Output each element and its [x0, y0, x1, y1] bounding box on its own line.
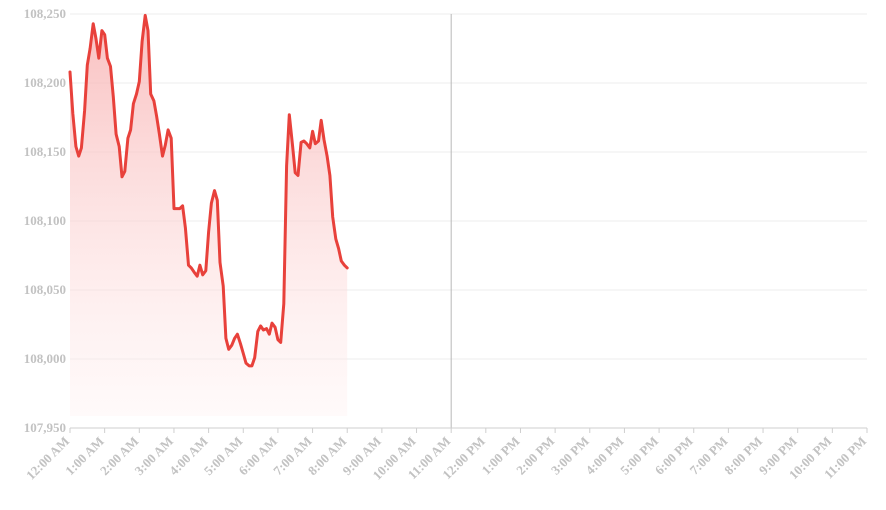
y-tick-label: 108,100: [24, 213, 66, 228]
y-tick-label: 108,150: [24, 144, 66, 159]
x-axis: 12:00 AM1:00 AM2:00 AM3:00 AM4:00 AM5:00…: [23, 427, 869, 483]
plot-area: [68, 13, 349, 417]
y-tick-label: 107,950: [24, 420, 66, 435]
y-tick-label: 108,000: [24, 351, 66, 366]
series-area-fill: [70, 15, 348, 417]
y-tick-label: 108,250: [24, 6, 66, 21]
y-tick-label: 108,050: [24, 282, 66, 297]
x-tick-label: 12:00 AM: [23, 434, 72, 483]
y-tick-label: 108,200: [24, 75, 66, 90]
series-line: [68, 13, 349, 368]
y-axis: 107,950 108,000 108,050 108,100 108,150 108,2…: [24, 6, 66, 435]
